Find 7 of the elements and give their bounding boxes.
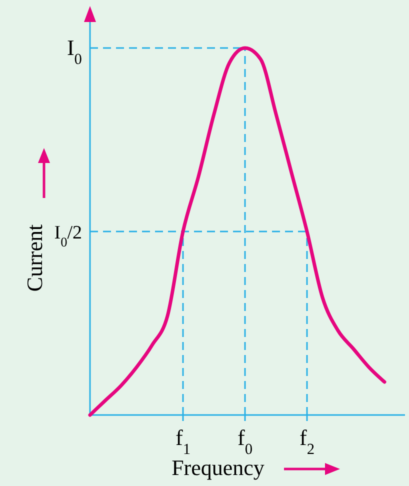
ref-line-label: I$_{0}$ xyxy=(66,35,82,68)
x-axis-title: Frequency xyxy=(172,455,264,480)
x-tick-label: f$_{1}$ xyxy=(175,425,191,458)
x-tick-label: f$_{2}$ xyxy=(299,425,315,458)
ref-line-label: I$_{0}$/2 xyxy=(54,222,82,249)
y-axis-title: Current xyxy=(22,224,47,292)
x-tick-label: f$_{0}$ xyxy=(237,425,253,458)
